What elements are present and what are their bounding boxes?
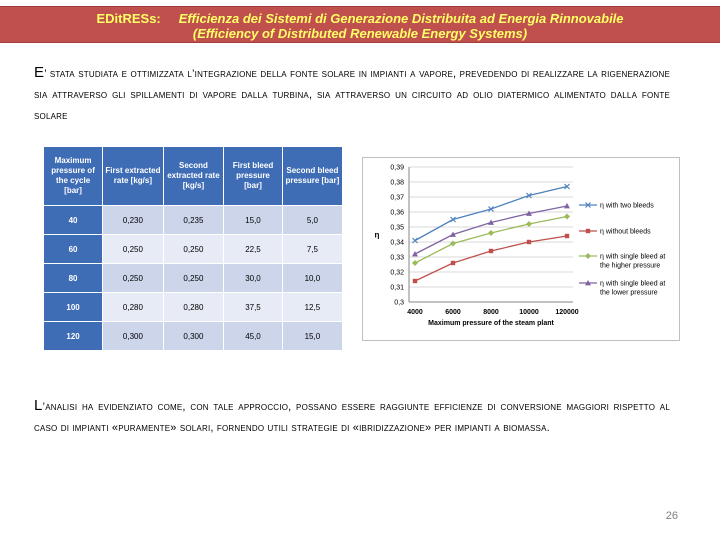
slide-header: EDitRESs: Efficienza dei Sistemi di Gener… xyxy=(0,6,720,43)
conclusion-text: ’analisi ha evidenziato come, con tale a… xyxy=(34,401,670,434)
table-cell: 120 xyxy=(42,321,104,351)
table-cell: 0,300 xyxy=(162,321,225,351)
table-cell: 0,300 xyxy=(102,321,164,351)
y-tick-label: 0,35 xyxy=(390,225,404,232)
data-point xyxy=(526,239,532,245)
header-max-pressure: Maximum pressure of the cycle [bar] xyxy=(42,146,104,206)
y-tick-label: 0,32 xyxy=(390,270,404,277)
y-tick-label: 0,33 xyxy=(390,255,404,262)
y-tick-label: 0,34 xyxy=(390,240,404,247)
table-row: 80 0,250 0,250 30,0 10,0 xyxy=(42,263,344,293)
table-row: 40 0,230 0,235 15,0 5,0 xyxy=(42,205,344,235)
table-cell: 0,230 xyxy=(102,205,164,235)
legend-label: the higher pressure xyxy=(600,263,660,270)
data-point xyxy=(585,253,591,259)
x-tick-label: 8000 xyxy=(483,309,499,316)
intro-text: ’ stata studiata e ottimizzata l’integra… xyxy=(34,68,670,122)
data-point xyxy=(488,248,494,254)
data-point xyxy=(564,183,570,190)
table-row: 60 0,250 0,250 22,5 7,5 xyxy=(42,234,344,264)
table-cell: 0,250 xyxy=(162,234,225,264)
data-point xyxy=(412,251,418,257)
efficiency-chart: 0,3 0,31 0,32 0,33 0,34 0,35 0,36 0,37 0,38 0,39 4… xyxy=(362,157,680,341)
data-point xyxy=(450,260,456,266)
data-point xyxy=(488,206,494,212)
efficiency-chart-svg: 0,3 0,31 0,32 0,33 0,34 0,35 0,36 0,37 0,38 0,39 4… xyxy=(375,165,666,328)
x-tick-label: 6000 xyxy=(445,309,461,316)
table-cell: 45,0 xyxy=(223,321,283,351)
conclusion-initial: L xyxy=(34,397,43,414)
data-point xyxy=(526,221,532,227)
header-second-pressure: Second bleed pressure [bar] xyxy=(281,146,344,206)
bleed-parameters-table: Maximum pressure of the cycle [bar] Firs… xyxy=(42,146,344,351)
table-cell: 15,0 xyxy=(281,321,344,351)
title-english: (Efficiency of Distributed Renewable Ene… xyxy=(192,26,528,41)
legend-label: η without bleeds xyxy=(600,229,651,236)
table-cell: 7,5 xyxy=(281,234,344,264)
header-second-rate: Second extracted rate [kg/s] xyxy=(162,146,225,206)
table-cell: 22,5 xyxy=(223,234,283,264)
legend-label: the lower pressure xyxy=(600,290,658,297)
y-axis-label: η xyxy=(375,231,380,240)
table-cell: 40 xyxy=(42,205,104,235)
table-cell: 60 xyxy=(42,234,104,264)
x-tick-label: 10000 xyxy=(519,309,539,316)
data-point xyxy=(585,202,591,208)
table-cell: 0,280 xyxy=(102,292,164,322)
y-tick-label: 0,3 xyxy=(394,300,404,307)
title-italian: Efficienza dei Sistemi di Generazione Di… xyxy=(178,11,624,26)
data-point xyxy=(564,203,570,209)
table-cell: 0,250 xyxy=(102,234,164,264)
y-tick-label: 0,36 xyxy=(390,210,404,217)
table-header-row: Maximum pressure of the cycle [bar] Firs… xyxy=(42,146,344,206)
data-point xyxy=(526,210,532,216)
x-tick-label: 4000 xyxy=(407,309,423,316)
x-axis-label: Maximum pressure of the steam plant xyxy=(428,320,554,327)
y-tick-label: 0,37 xyxy=(390,195,404,202)
x-tick-label: 120000 xyxy=(555,309,578,316)
data-point xyxy=(412,260,418,266)
intro-paragraph: E’ stata studiata e ottimizzata l’integr… xyxy=(34,62,670,127)
header-title-line: EDitRESs: Efficienza dei Sistemi di Gener… xyxy=(0,11,720,26)
y-tick-label: 0,39 xyxy=(390,165,404,172)
data-point xyxy=(564,233,570,239)
table-cell: 0,280 xyxy=(162,292,225,322)
project-name: EDitRESs: xyxy=(96,11,161,26)
data-point xyxy=(488,230,494,236)
legend-label: η with two bleeds xyxy=(600,203,654,210)
table-cell: 0,250 xyxy=(102,263,164,293)
data-point xyxy=(585,228,591,234)
data-point xyxy=(412,278,418,284)
data-point xyxy=(585,280,591,286)
header-first-rate: First extracted rate [kg/s] xyxy=(102,146,164,206)
table-cell: 0,250 xyxy=(162,263,225,293)
table-cell: 100 xyxy=(42,292,104,322)
table-cell: 15,0 xyxy=(223,205,283,235)
table-cell: 80 xyxy=(42,263,104,293)
data-point xyxy=(450,240,456,247)
table-row: 120 0,300 0,300 45,0 15,0 xyxy=(42,321,344,351)
data-point xyxy=(450,231,456,237)
table-cell: 0,235 xyxy=(162,205,225,235)
data-point xyxy=(450,216,456,223)
data-point xyxy=(526,192,532,199)
intro-initial: E xyxy=(34,64,45,81)
page-number: 26 xyxy=(665,510,678,522)
data-point xyxy=(488,219,494,225)
table-cell: 37,5 xyxy=(223,292,283,322)
table-cell: 12,5 xyxy=(281,292,344,322)
table-cell: 5,0 xyxy=(281,205,344,235)
y-tick-label: 0,38 xyxy=(390,180,404,187)
table-cell: 10,0 xyxy=(281,263,344,293)
legend-label: η with single bleed at xyxy=(600,281,665,288)
y-tick-label: 0,31 xyxy=(390,285,404,292)
data-point xyxy=(564,213,570,220)
legend-label: η with single bleed at xyxy=(600,254,665,261)
data-point xyxy=(412,237,418,244)
conclusion-paragraph: L’analisi ha evidenziato come, con tale … xyxy=(34,395,670,439)
table-row: 100 0,280 0,280 37,5 12,5 xyxy=(42,292,344,322)
table-cell: 30,0 xyxy=(223,263,283,293)
header-first-pressure: First bleed pressure [bar] xyxy=(223,146,283,206)
